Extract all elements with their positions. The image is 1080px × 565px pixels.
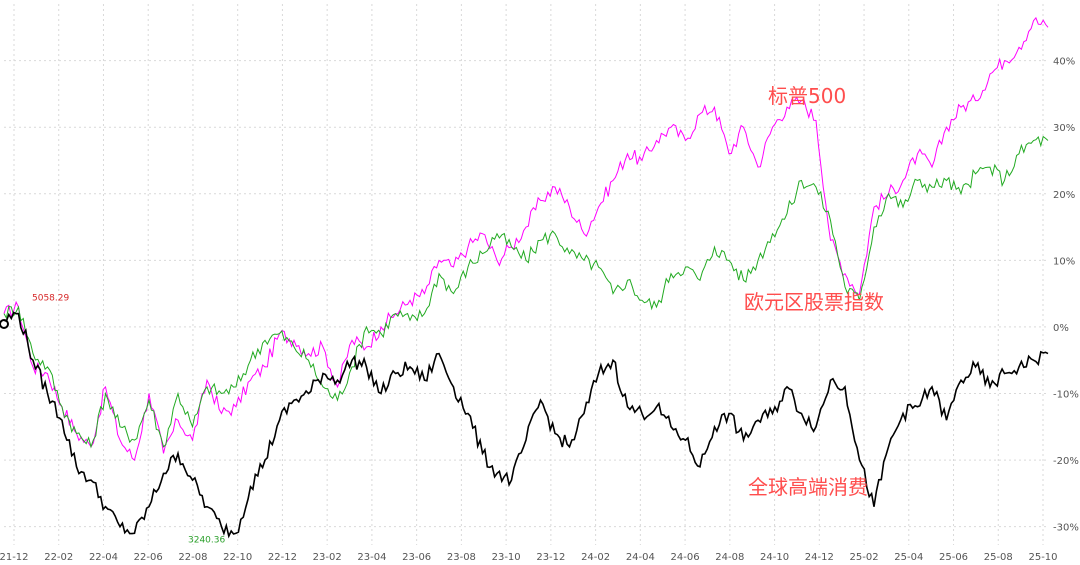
x-tick-label: 23-12 <box>536 552 565 563</box>
x-tick-label: 24-10 <box>760 552 789 563</box>
y-tick-label: 0% <box>1053 323 1069 334</box>
y-tick-label: -30% <box>1053 523 1079 534</box>
y-tick-label: 10% <box>1053 256 1075 267</box>
y-tick-label: -10% <box>1053 390 1079 401</box>
x-tick-label: 24-12 <box>805 552 834 563</box>
series-label-sp500: 标普500 <box>768 84 846 108</box>
x-tick-label: 25-06 <box>939 552 968 563</box>
series-line <box>3 311 1049 539</box>
x-tick-label: 22-12 <box>268 552 297 563</box>
annotations: 5058.29 3240.36 <box>32 294 225 546</box>
series-lines <box>3 16 1049 539</box>
gridlines <box>4 4 1048 545</box>
x-tick-label: 24-08 <box>715 552 744 563</box>
series-line <box>3 135 1049 449</box>
y-tick-label: 30% <box>1053 123 1075 134</box>
x-tick-label: 21-12 <box>0 552 29 563</box>
annotation-label: 3240.36 <box>188 536 225 546</box>
x-tick-label: 22-04 <box>89 552 118 563</box>
series-label-euro-stoxx: 欧元区股票指数 <box>744 290 884 314</box>
x-tick-label: 23-02 <box>313 552 342 563</box>
x-tick-label: 25-08 <box>984 552 1013 563</box>
x-tick-label: 24-04 <box>626 552 655 563</box>
x-tick-label: 24-02 <box>581 552 610 563</box>
x-tick-label: 22-08 <box>178 552 207 563</box>
series-labels: 标普500 欧元区股票指数 全球高端消费 <box>744 84 884 499</box>
annotation-label: 5058.29 <box>32 294 69 304</box>
x-tick-label: 25-04 <box>894 552 923 563</box>
start-marker-icon <box>0 319 9 329</box>
x-axis: 21-12 22-02 22-04 22-06 22-08 22-10 22-12 23-02… <box>0 552 1058 563</box>
x-tick-label: 22-02 <box>44 552 73 563</box>
x-tick-label: 22-06 <box>134 552 163 563</box>
x-tick-label: 25-02 <box>850 552 879 563</box>
series-line <box>3 16 1049 461</box>
x-tick-label: 23-10 <box>492 552 521 563</box>
x-tick-label: 23-08 <box>447 552 476 563</box>
y-axis: 40% 30% 20% 10% 0% -10% -20% -30% <box>1053 57 1079 534</box>
y-tick-label: 40% <box>1053 57 1075 68</box>
y-tick-label: 20% <box>1053 190 1075 201</box>
x-tick-label: 22-10 <box>223 552 252 563</box>
x-tick-label: 25-10 <box>1028 552 1057 563</box>
x-tick-label: 24-06 <box>671 552 700 563</box>
y-tick-label: -20% <box>1053 456 1079 467</box>
series-label-global-luxury: 全球高端消费 <box>748 475 868 499</box>
x-tick-label: 23-04 <box>357 552 386 563</box>
x-tick-label: 23-06 <box>402 552 431 563</box>
